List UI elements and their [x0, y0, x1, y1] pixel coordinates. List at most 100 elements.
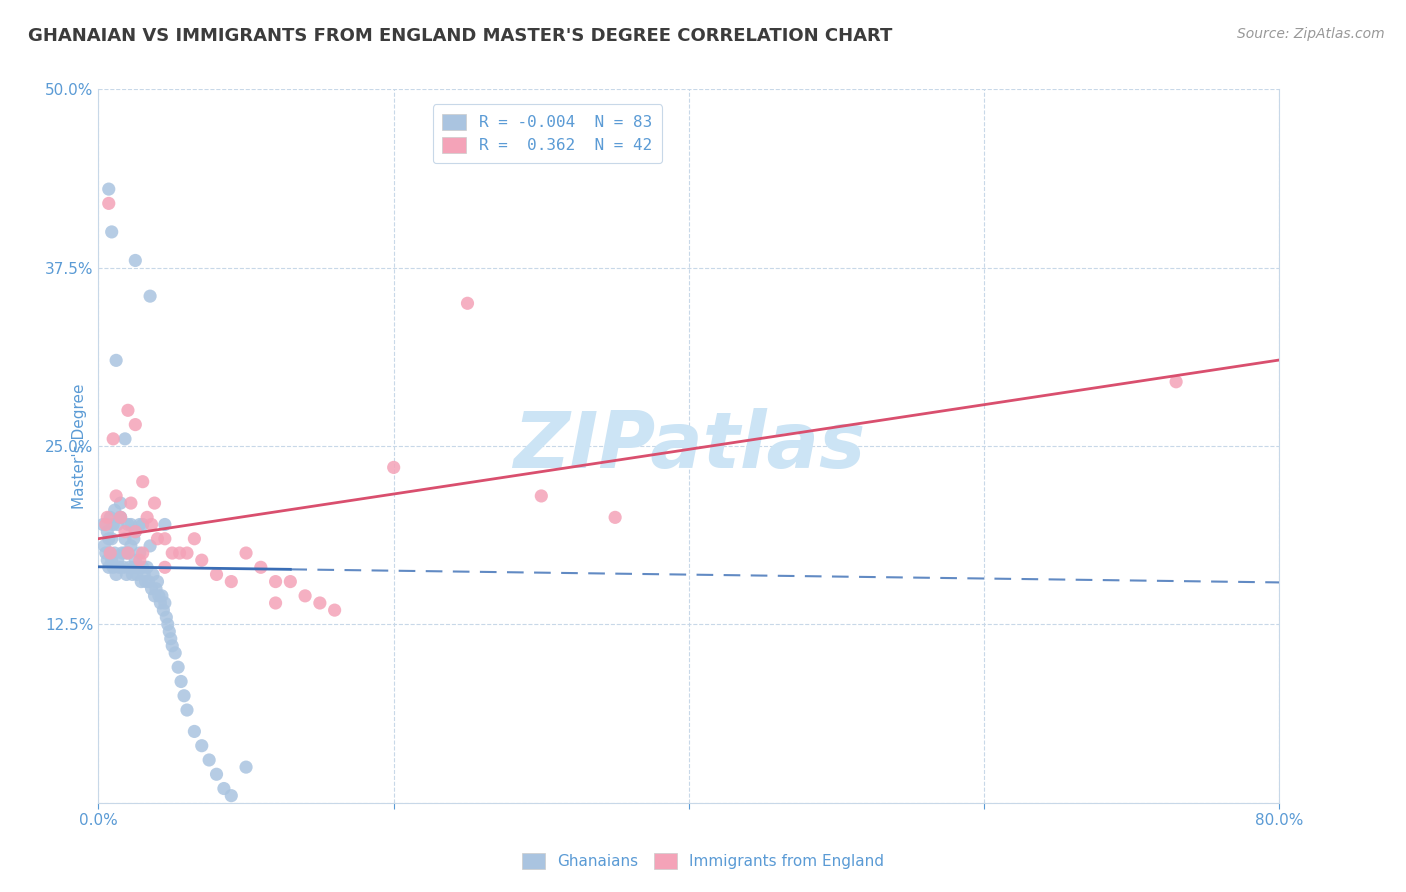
Point	[382, 460, 405, 475]
Point	[162, 639, 183, 653]
Point	[100, 553, 122, 567]
Point	[114, 524, 136, 539]
Point	[183, 532, 205, 546]
Point	[115, 567, 138, 582]
Point	[120, 517, 142, 532]
Point	[212, 781, 235, 796]
Point	[128, 546, 150, 560]
Point	[105, 489, 128, 503]
Point	[139, 289, 162, 303]
Point	[141, 582, 163, 596]
Point	[122, 560, 145, 574]
Point	[98, 546, 121, 560]
Point	[309, 596, 332, 610]
Point	[155, 610, 177, 624]
Point	[117, 546, 139, 560]
Point	[167, 660, 190, 674]
Point	[280, 574, 302, 589]
Point	[141, 517, 163, 532]
Point	[153, 517, 176, 532]
Point	[97, 182, 120, 196]
Point	[221, 574, 243, 589]
Point	[105, 567, 128, 582]
Point	[120, 496, 142, 510]
Point	[146, 532, 169, 546]
Point	[105, 353, 128, 368]
Point	[176, 703, 198, 717]
Point	[91, 517, 114, 532]
Point	[1166, 375, 1188, 389]
Point	[146, 574, 169, 589]
Point	[117, 403, 139, 417]
Point	[264, 574, 287, 589]
Point	[124, 553, 146, 567]
Point	[142, 567, 165, 582]
Point	[132, 560, 155, 574]
Point	[205, 767, 228, 781]
Point	[457, 296, 479, 310]
Point	[124, 524, 146, 539]
Point	[117, 546, 139, 560]
Point	[128, 553, 150, 567]
Point	[129, 574, 152, 589]
Point	[98, 546, 121, 560]
Y-axis label: Master's Degree: Master's Degree	[72, 384, 87, 508]
Point	[107, 517, 129, 532]
Point	[221, 789, 243, 803]
Point	[124, 524, 146, 539]
Point	[124, 253, 146, 268]
Point	[94, 517, 117, 532]
Point	[96, 510, 118, 524]
Point	[124, 417, 146, 432]
Point	[139, 539, 162, 553]
Point	[103, 560, 125, 574]
Point	[134, 567, 156, 582]
Point	[110, 510, 132, 524]
Point	[235, 760, 257, 774]
Point	[138, 574, 160, 589]
Point	[104, 546, 127, 560]
Point	[97, 196, 120, 211]
Point	[104, 503, 127, 517]
Point	[100, 532, 122, 546]
Point	[103, 432, 125, 446]
Point	[132, 517, 155, 532]
Point	[176, 546, 198, 560]
Text: GHANAIAN VS IMMIGRANTS FROM ENGLAND MASTER'S DEGREE CORRELATION CHART: GHANAIAN VS IMMIGRANTS FROM ENGLAND MAST…	[28, 27, 893, 45]
Point	[153, 560, 176, 574]
Point	[108, 560, 131, 574]
Point	[94, 546, 117, 560]
Point	[107, 553, 129, 567]
Point	[145, 582, 167, 596]
Point	[93, 539, 115, 553]
Point	[250, 560, 273, 574]
Point	[205, 567, 228, 582]
Point	[114, 546, 136, 560]
Point	[114, 432, 136, 446]
Point	[153, 532, 176, 546]
Point	[136, 560, 159, 574]
Point	[152, 603, 174, 617]
Point	[162, 546, 183, 560]
Point	[150, 589, 173, 603]
Point	[235, 546, 257, 560]
Point	[530, 489, 553, 503]
Point	[110, 496, 132, 510]
Point	[110, 510, 132, 524]
Point	[96, 524, 118, 539]
Point	[98, 510, 121, 524]
Point	[294, 589, 316, 603]
Point	[264, 596, 287, 610]
Point	[127, 560, 149, 574]
Point	[143, 589, 166, 603]
Text: ZIPatlas: ZIPatlas	[513, 408, 865, 484]
Point	[157, 624, 180, 639]
Text: Source: ZipAtlas.com: Source: ZipAtlas.com	[1237, 27, 1385, 41]
Point	[118, 560, 141, 574]
Point	[128, 517, 150, 532]
Point	[165, 646, 187, 660]
Point	[191, 739, 214, 753]
Point	[117, 517, 139, 532]
Point	[143, 496, 166, 510]
Legend: R = -0.004  N = 83, R =  0.362  N = 42: R = -0.004 N = 83, R = 0.362 N = 42	[433, 104, 662, 163]
